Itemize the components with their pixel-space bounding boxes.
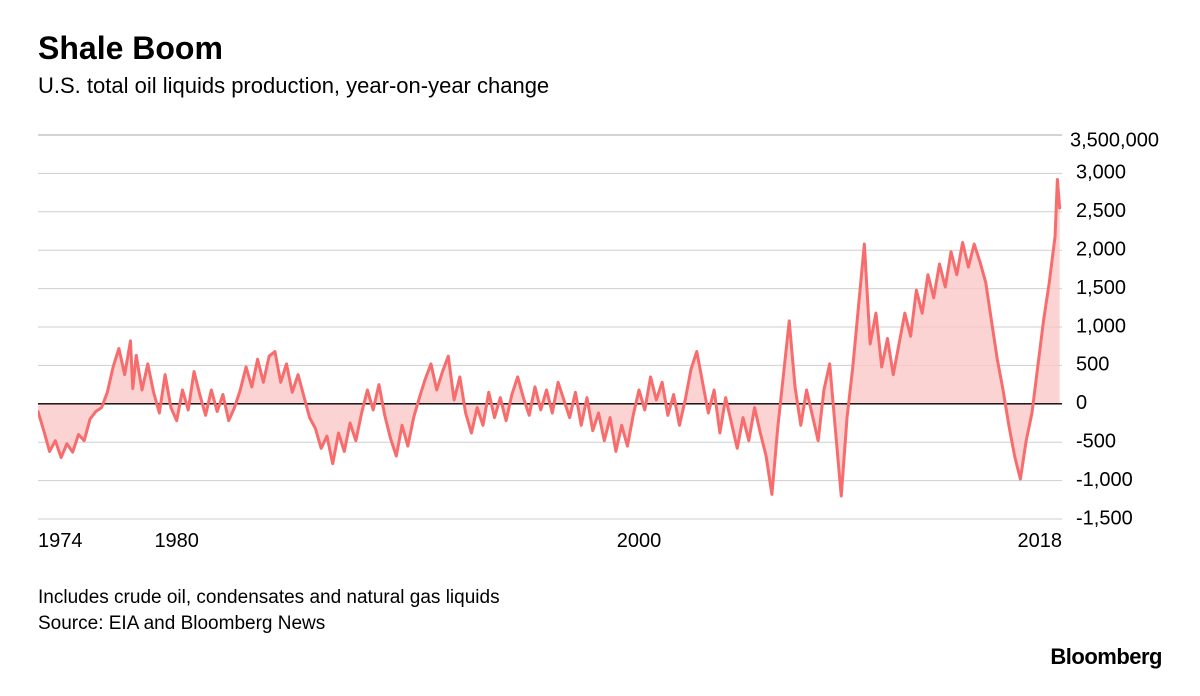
svg-text:3,000: 3,000 xyxy=(1076,162,1126,184)
svg-text:1974: 1974 xyxy=(38,530,83,552)
svg-text:500: 500 xyxy=(1076,354,1109,376)
chart-title: Shale Boom xyxy=(38,30,1162,67)
svg-text:-500: -500 xyxy=(1076,430,1116,452)
svg-text:2018: 2018 xyxy=(1018,530,1063,552)
svg-text:2000: 2000 xyxy=(617,530,662,552)
footnote-line-1: Includes crude oil, condensates and natu… xyxy=(38,585,1162,611)
svg-text:2,500: 2,500 xyxy=(1076,200,1126,222)
svg-text:0: 0 xyxy=(1076,392,1087,414)
svg-text:-1,000: -1,000 xyxy=(1076,469,1133,491)
svg-text:1980: 1980 xyxy=(154,530,199,552)
footnote-line-2: Source: EIA and Bloomberg News xyxy=(38,611,1162,637)
y-unit-label: 3,500,000 barrels per day xyxy=(1070,129,1162,151)
svg-text:1,500: 1,500 xyxy=(1076,277,1126,299)
svg-text:-1,500: -1,500 xyxy=(1076,507,1133,529)
svg-text:1,000: 1,000 xyxy=(1076,315,1126,337)
chart-footnote: Includes crude oil, condensates and natu… xyxy=(38,585,1162,636)
area-chart: 3,500,000 barrels per day -1,500 -1,000 -50… xyxy=(38,127,1162,567)
svg-text:2,000: 2,000 xyxy=(1076,238,1126,260)
chart-subtitle: U.S. total oil liquids production, year-… xyxy=(38,73,1162,99)
chart-container: 3,500,000 barrels per day -1,500 -1,000 -50… xyxy=(38,127,1162,567)
brand-label: Bloomberg xyxy=(1050,644,1162,670)
